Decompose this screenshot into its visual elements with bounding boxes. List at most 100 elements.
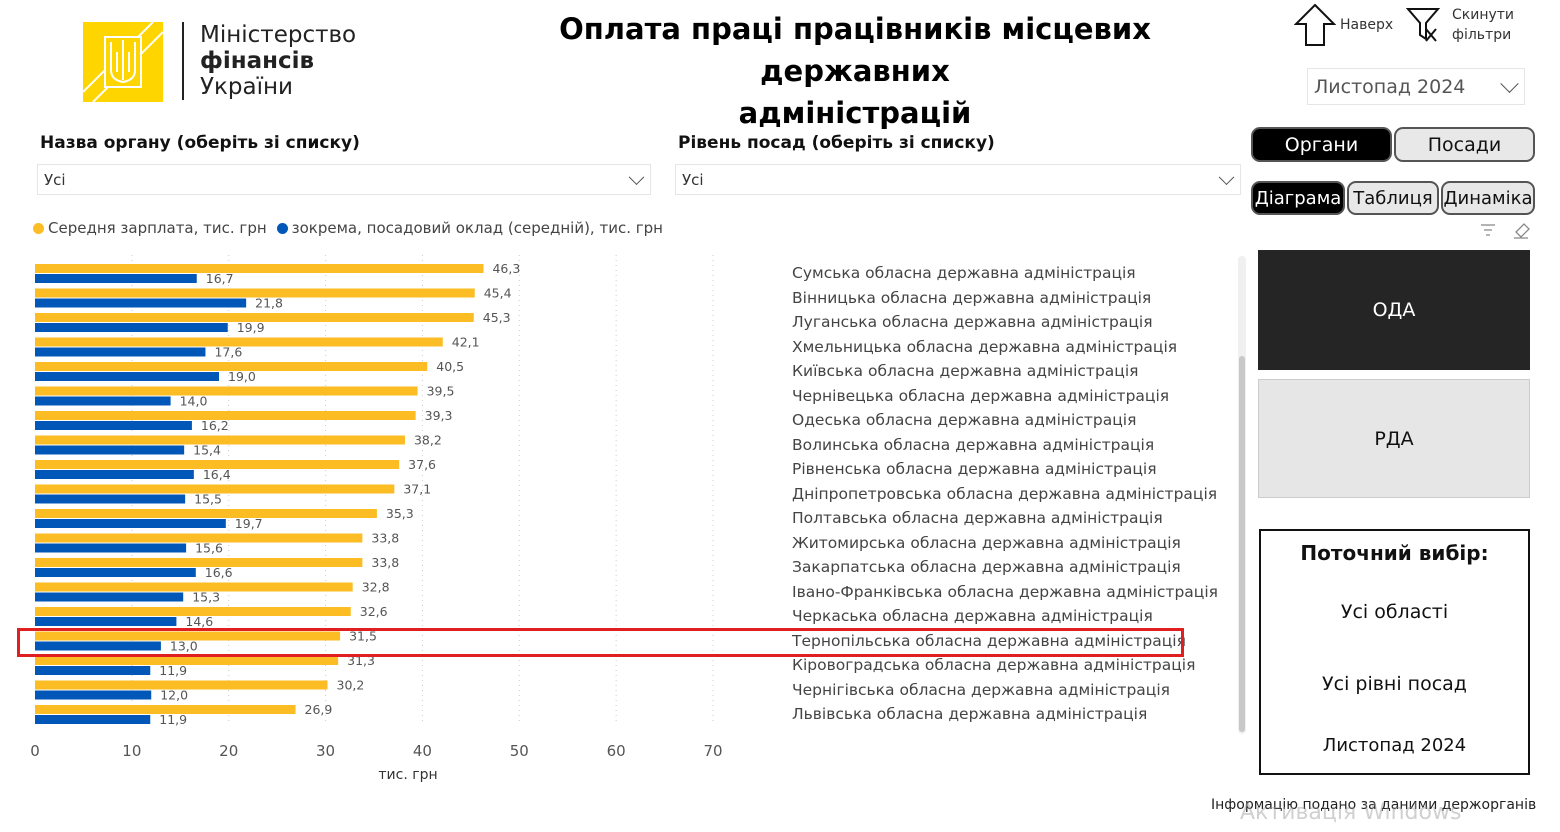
base-salary-bar[interactable]	[35, 274, 197, 283]
base-salary-bar[interactable]	[35, 494, 186, 504]
bar-value-label: 19,9	[237, 320, 265, 335]
category-label[interactable]: Вінницька обласна державна адміністрація	[792, 288, 1152, 307]
bar-value-label: 16,7	[206, 271, 234, 286]
reset-filters-button[interactable]: Скинути фільтри	[1406, 5, 1514, 45]
base-salary-bar[interactable]	[35, 421, 192, 430]
base-salary-bar[interactable]	[35, 715, 151, 724]
avg-salary-bar[interactable]	[35, 264, 484, 273]
bar-value-label: 37,1	[403, 482, 431, 497]
avg-salary-bar[interactable]	[35, 313, 474, 322]
category-label[interactable]: Одеська обласна державна адміністрація	[792, 411, 1137, 429]
avg-salary-bar[interactable]	[35, 362, 428, 371]
base-salary-bar[interactable]	[35, 445, 185, 455]
base-salary-bar[interactable]	[35, 592, 184, 602]
reset-label-2: фільтри	[1452, 27, 1512, 43]
up-button[interactable]: Наверх	[1294, 3, 1393, 47]
organ-filter-value: Усі	[44, 170, 66, 189]
bar-value-label: 19,7	[235, 516, 263, 531]
base-salary-bar[interactable]	[35, 372, 220, 381]
period-select[interactable]: Листопад 2024	[1307, 68, 1525, 105]
filter-lines-icon[interactable]	[1479, 222, 1497, 238]
avg-salary-bar[interactable]	[35, 705, 296, 714]
category-label[interactable]: Чернівецька обласна державна адміністрац…	[792, 386, 1170, 405]
base-salary-bar[interactable]	[35, 396, 171, 406]
tab-dynamics[interactable]: Динаміка	[1441, 181, 1535, 215]
title-line-2: адміністрацій	[738, 96, 972, 130]
category-label[interactable]: Кіровоградська обласна державна адмініст…	[792, 656, 1196, 674]
category-label[interactable]: Луганська обласна державна адміністрація	[792, 313, 1153, 331]
bar-value-label: 35,3	[386, 506, 414, 521]
avg-salary-bar[interactable]	[35, 337, 443, 347]
avg-salary-bar[interactable]	[35, 607, 351, 616]
category-label[interactable]: Житомирська обласна державна адміністрац…	[792, 533, 1181, 552]
avg-salary-bar[interactable]	[35, 631, 341, 641]
bar-value-label: 33,8	[371, 555, 399, 570]
bar-value-label: 30,2	[337, 678, 365, 693]
legend-salary: Середня зарплата, тис. грн	[48, 219, 267, 237]
base-salary-bar[interactable]	[35, 568, 196, 577]
reset-label-1: Скинути	[1452, 7, 1515, 23]
category-label[interactable]: Хмельницька обласна державна адміністрац…	[792, 337, 1178, 356]
x-tick-label: 20	[219, 742, 238, 760]
category-label[interactable]: Тернопільська обласна державна адміністр…	[792, 631, 1186, 650]
base-salary-bar[interactable]	[35, 543, 187, 553]
category-label[interactable]: Волинська обласна державна адміністрація	[792, 435, 1155, 454]
filter-clear-icon	[1406, 8, 1441, 42]
category-label[interactable]: Черкаська обласна державна адміністрація	[792, 607, 1153, 625]
avg-salary-bar[interactable]	[35, 288, 475, 298]
base-salary-bar[interactable]	[35, 470, 194, 479]
category-label[interactable]: Полтавська обласна державна адміністраці…	[792, 509, 1163, 527]
base-salary-bar[interactable]	[35, 617, 177, 626]
bar-value-label: 15,5	[194, 492, 222, 507]
avg-salary-bar[interactable]	[35, 656, 339, 665]
tile-oda[interactable]: ОДА	[1258, 250, 1530, 370]
base-salary-bar[interactable]	[35, 519, 226, 528]
tab-positions[interactable]: Посади	[1394, 127, 1535, 162]
scrollbar-thumb[interactable]	[1239, 356, 1245, 732]
bar-value-label: 16,4	[203, 467, 231, 482]
bar-value-label: 32,8	[362, 580, 390, 595]
up-label: Наверх	[1340, 17, 1394, 33]
category-label[interactable]: Рівненська обласна державна адміністраці…	[792, 460, 1157, 478]
x-tick-label: 70	[703, 742, 722, 760]
category-label[interactable]: Івано-Франківська обласна державна адмін…	[792, 582, 1218, 601]
level-filter-select[interactable]: Усі	[675, 164, 1241, 195]
scrollbar[interactable]	[1238, 256, 1246, 734]
category-label[interactable]: Сумська обласна державна адміністрація	[792, 264, 1136, 282]
x-tick-label: 10	[122, 742, 141, 760]
tab-diagram[interactable]: Діаграма	[1251, 181, 1345, 215]
base-salary-bar[interactable]	[35, 323, 228, 332]
avg-salary-bar[interactable]	[35, 582, 353, 592]
avg-salary-bar[interactable]	[35, 411, 416, 420]
tab-organs[interactable]: Органи	[1251, 127, 1392, 162]
organ-filter-select[interactable]: Усі	[37, 164, 651, 195]
category-label[interactable]: Київська обласна державна адміністрація	[792, 362, 1139, 380]
base-salary-bar[interactable]	[35, 347, 206, 357]
x-tick-label: 60	[607, 742, 626, 760]
period-value: Листопад 2024	[1314, 75, 1466, 98]
avg-salary-bar[interactable]	[35, 533, 363, 543]
category-label[interactable]: Дніпропетровська обласна державна адміні…	[792, 484, 1218, 503]
tab-table[interactable]: Таблиця	[1347, 181, 1439, 215]
ministry-name: Міністерство фінансів України	[200, 22, 356, 100]
base-salary-bar[interactable]	[35, 690, 152, 700]
category-label[interactable]: Закарпатська обласна державна адміністра…	[792, 558, 1181, 576]
avg-salary-bar[interactable]	[35, 484, 395, 494]
avg-salary-bar[interactable]	[35, 435, 405, 445]
base-salary-bar[interactable]	[35, 641, 161, 651]
avg-salary-bar[interactable]	[35, 460, 400, 469]
tile-rda[interactable]: РДА	[1258, 379, 1530, 498]
category-label[interactable]: Львівська обласна державна адміністрація	[792, 705, 1148, 723]
avg-salary-bar[interactable]	[35, 558, 363, 567]
eraser-icon[interactable]	[1512, 220, 1532, 240]
avg-salary-bar[interactable]	[35, 509, 377, 518]
avg-salary-bar[interactable]	[35, 680, 328, 690]
base-salary-bar[interactable]	[35, 298, 247, 308]
avg-salary-bar[interactable]	[35, 386, 418, 396]
bar-value-label: 32,6	[360, 604, 388, 619]
base-salary-bar[interactable]	[35, 666, 151, 675]
bar-value-label: 11,9	[159, 663, 187, 678]
bar-value-label: 12,0	[160, 688, 188, 703]
category-label[interactable]: Чернігівська обласна державна адміністра…	[792, 680, 1170, 699]
bar-value-label: 26,9	[305, 702, 333, 717]
